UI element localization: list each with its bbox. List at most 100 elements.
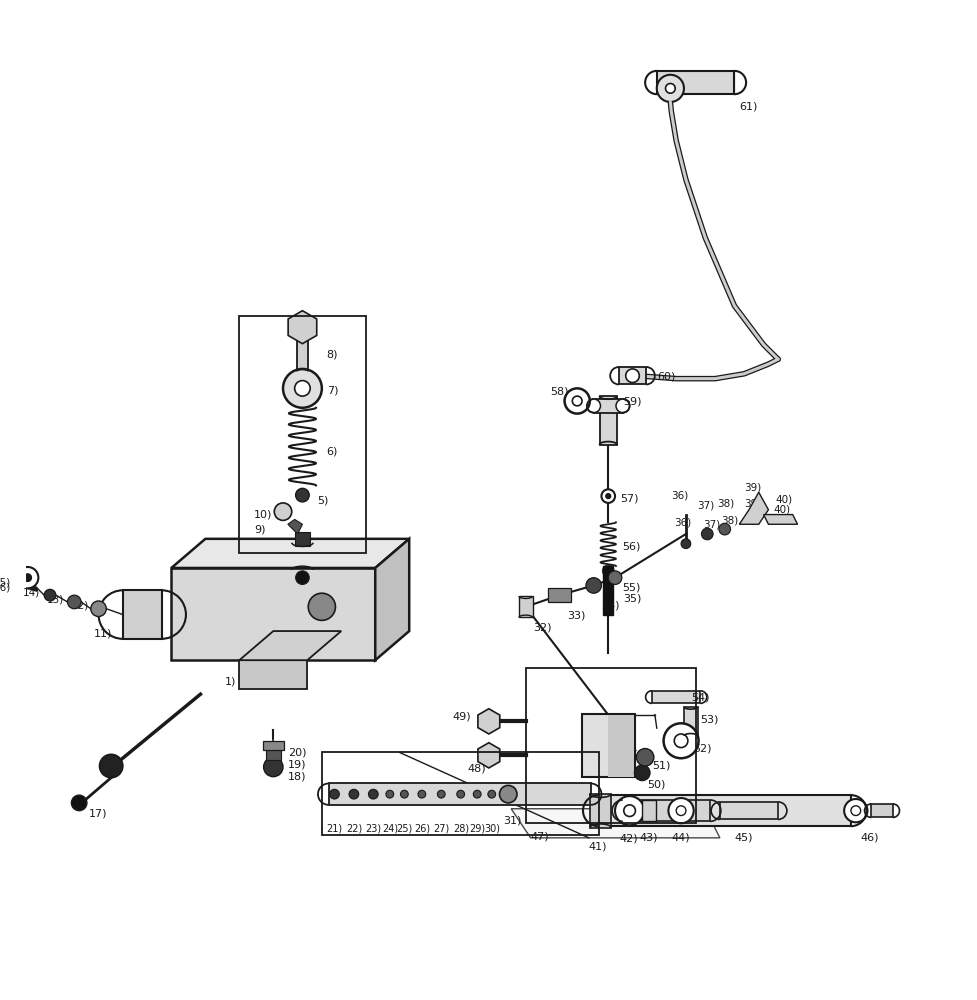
Text: 39): 39)	[743, 483, 761, 493]
Text: 37): 37)	[697, 500, 714, 510]
Circle shape	[564, 388, 589, 414]
Circle shape	[625, 369, 639, 383]
Circle shape	[657, 75, 683, 102]
Circle shape	[623, 805, 635, 816]
Circle shape	[499, 785, 517, 803]
Text: 24): 24)	[382, 823, 398, 833]
Circle shape	[400, 790, 407, 798]
Circle shape	[675, 806, 685, 816]
Text: 53): 53)	[700, 715, 718, 725]
Circle shape	[329, 789, 339, 799]
Circle shape	[608, 571, 621, 584]
Circle shape	[602, 565, 614, 577]
Circle shape	[636, 749, 654, 766]
Circle shape	[71, 795, 87, 811]
Bar	[652, 691, 700, 703]
Text: 48): 48)	[467, 763, 486, 773]
Bar	[622, 800, 709, 821]
Circle shape	[680, 539, 690, 549]
Polygon shape	[239, 660, 307, 689]
Circle shape	[282, 369, 321, 408]
Bar	[321, 752, 598, 835]
Text: 46): 46)	[860, 832, 878, 842]
Bar	[296, 318, 308, 371]
Text: 33): 33)	[567, 611, 585, 621]
Bar	[547, 588, 571, 602]
Circle shape	[23, 574, 31, 582]
Circle shape	[572, 396, 581, 406]
Text: 4): 4)	[317, 539, 328, 549]
Bar	[526, 668, 695, 823]
Text: 47): 47)	[531, 831, 549, 841]
Circle shape	[667, 798, 693, 823]
Text: 25): 25)	[397, 823, 412, 833]
Circle shape	[44, 589, 56, 601]
Polygon shape	[739, 492, 768, 524]
Text: 54): 54)	[690, 692, 708, 702]
Bar	[123, 590, 161, 639]
Bar	[263, 741, 283, 750]
Circle shape	[843, 799, 867, 822]
Text: 45): 45)	[734, 832, 752, 842]
Polygon shape	[763, 515, 796, 524]
Text: 56): 56)	[621, 542, 640, 552]
Bar	[581, 714, 634, 777]
Circle shape	[634, 765, 650, 781]
Circle shape	[295, 571, 309, 584]
Text: 34): 34)	[601, 601, 619, 611]
Bar	[642, 800, 656, 821]
Circle shape	[586, 399, 600, 413]
Polygon shape	[288, 311, 317, 344]
Text: 31): 31)	[503, 816, 522, 826]
Circle shape	[701, 528, 712, 540]
Circle shape	[264, 757, 282, 777]
Bar	[328, 783, 590, 805]
Text: 16): 16)	[0, 583, 11, 593]
Circle shape	[585, 578, 601, 593]
Text: 3): 3)	[319, 556, 331, 566]
Text: 23): 23)	[365, 823, 381, 833]
Text: 38): 38)	[716, 498, 734, 508]
Circle shape	[308, 593, 335, 620]
Text: 52): 52)	[693, 744, 711, 754]
Circle shape	[437, 790, 445, 798]
Text: 6): 6)	[326, 447, 338, 457]
Text: 7): 7)	[326, 385, 338, 395]
Bar	[598, 795, 850, 826]
Text: 60): 60)	[657, 372, 674, 382]
Polygon shape	[239, 631, 341, 660]
Text: 15): 15)	[0, 578, 11, 588]
Circle shape	[368, 789, 378, 799]
Circle shape	[386, 790, 394, 798]
Circle shape	[615, 796, 644, 825]
Polygon shape	[287, 519, 302, 534]
Text: 43): 43)	[639, 832, 658, 842]
Text: 57): 57)	[619, 493, 638, 503]
Polygon shape	[171, 568, 375, 660]
Circle shape	[67, 595, 81, 609]
Circle shape	[91, 601, 106, 617]
Text: 59): 59)	[622, 396, 641, 406]
Circle shape	[616, 399, 629, 413]
Text: 19): 19)	[287, 759, 306, 769]
Bar	[239, 316, 365, 553]
Bar	[657, 71, 734, 94]
Text: 8): 8)	[326, 350, 338, 360]
Text: 42): 42)	[619, 834, 638, 844]
Bar	[871, 804, 892, 817]
Text: 38): 38)	[720, 516, 738, 526]
Text: 61): 61)	[739, 102, 757, 112]
Text: 40): 40)	[775, 494, 791, 504]
Bar	[603, 566, 613, 615]
Text: 13): 13)	[47, 594, 64, 604]
Text: 21): 21)	[326, 823, 343, 833]
Circle shape	[473, 790, 481, 798]
Text: 55): 55)	[621, 583, 640, 593]
Polygon shape	[478, 709, 499, 734]
Text: 44): 44)	[670, 832, 689, 842]
Text: 28): 28)	[452, 823, 469, 833]
Text: 37): 37)	[702, 519, 720, 529]
Text: 11): 11)	[94, 628, 112, 638]
Circle shape	[417, 790, 425, 798]
Polygon shape	[478, 743, 499, 768]
